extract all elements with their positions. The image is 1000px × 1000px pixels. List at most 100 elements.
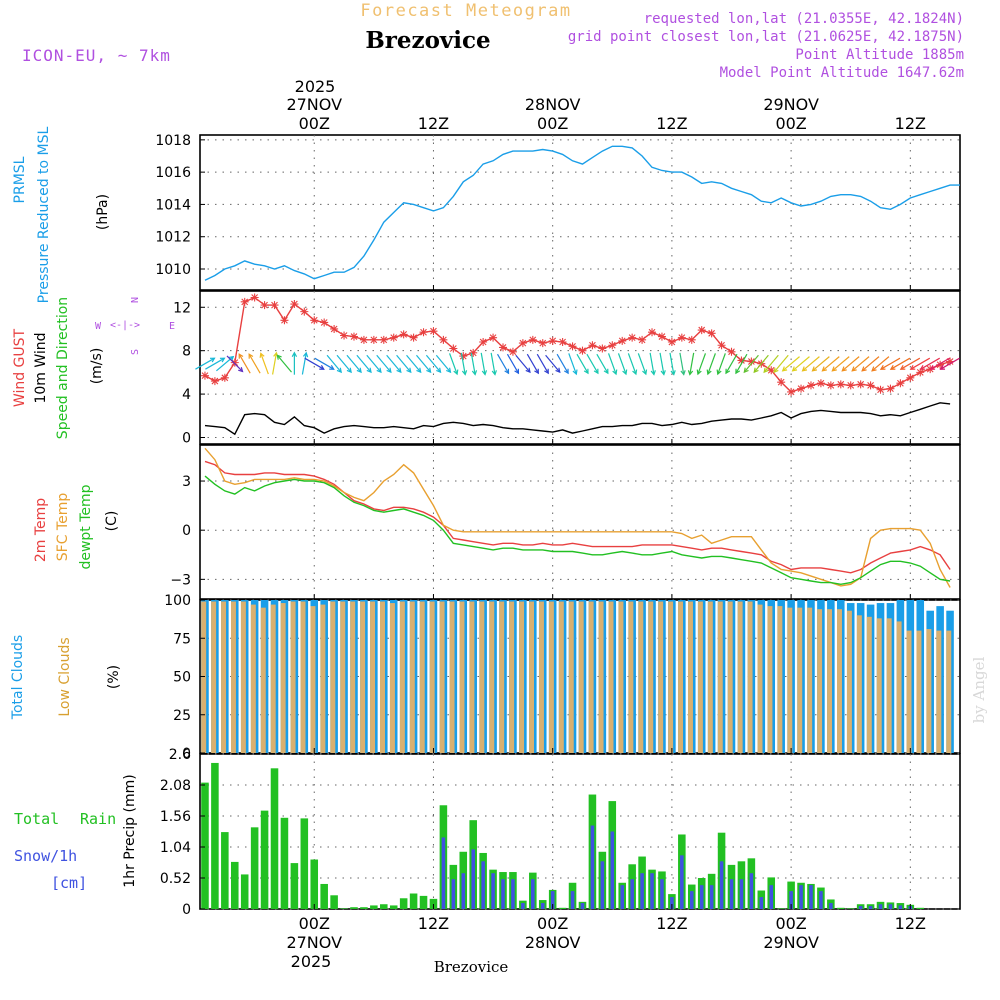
wind-arrow-shaft <box>735 353 748 374</box>
snow-bar <box>759 897 764 909</box>
rain-bar <box>260 810 269 909</box>
wind-arrow-head <box>446 367 452 374</box>
low-cloud-bar <box>807 607 813 753</box>
wind-arrow <box>743 354 759 374</box>
wind-arrow-head <box>706 369 712 376</box>
celsius-unit-label: (C) <box>104 511 120 532</box>
low-cloud-bar <box>548 601 554 753</box>
wind-arrow-shaft <box>841 356 860 372</box>
compass-arrows: <-|-> <box>110 320 140 331</box>
wind-arrow-head <box>763 367 769 374</box>
snow-bar <box>680 855 684 909</box>
bottom-day-label: 27NOV <box>286 933 342 952</box>
rain-bar <box>837 907 845 909</box>
low-cloud-bar <box>588 601 594 753</box>
low-cloud-bar <box>370 601 376 753</box>
low-cloud-bar <box>846 610 852 753</box>
compass-rose: <-|-> W E N S <box>95 297 175 355</box>
chart-marks <box>195 145 960 909</box>
y-tick-label: 0 <box>182 746 191 762</box>
wind-arrow-shaft <box>506 353 519 374</box>
low-cloud-bar <box>767 606 773 753</box>
wind-arrow-head <box>453 369 459 376</box>
rain-label: Rain <box>80 810 116 828</box>
low-cloud-bar <box>578 601 584 753</box>
compass-west: W <box>95 321 102 332</box>
snow-bar <box>531 879 535 909</box>
low-cloud-bar <box>697 601 703 753</box>
gust-marker <box>449 344 458 353</box>
wind-arrow-shaft <box>890 357 911 370</box>
gust-marker <box>439 335 448 344</box>
bottom-hour-label: 00Z <box>775 914 806 933</box>
precip-unit-label: 1hr Precip (mm) <box>122 774 138 887</box>
low-cloud-bar <box>707 601 713 753</box>
low-cloud-bar <box>797 607 803 753</box>
wind-arrow-head <box>687 370 694 376</box>
snow-bar <box>451 879 456 909</box>
wind-arrow-head <box>563 368 569 375</box>
snow-bar <box>819 891 823 909</box>
wind-arrow <box>889 357 911 370</box>
snow-bar <box>610 831 615 909</box>
wind-arrow-shaft <box>568 353 577 375</box>
wind-arrow-shaft <box>586 353 599 374</box>
gust-marker <box>568 342 577 351</box>
low-cloud-bar <box>449 601 455 753</box>
wind-arrow-head <box>481 370 488 376</box>
snow-bar <box>640 873 644 909</box>
wind-arrow-head <box>504 368 510 375</box>
gust-marker <box>260 301 269 310</box>
gust-marker <box>469 348 478 357</box>
wind-arrow-shaft <box>366 354 382 373</box>
gust-marker <box>429 327 438 336</box>
wind-arrow <box>326 354 342 374</box>
gust-marker <box>489 333 498 342</box>
gust-marker <box>906 373 915 382</box>
low-cloud-bar <box>380 601 385 753</box>
rain-bar <box>846 908 855 909</box>
wind-arrow-shaft <box>659 352 665 375</box>
hpa-unit-label: (hPa) <box>95 194 111 230</box>
wind-arrow-shaft <box>406 354 422 373</box>
snow-bar <box>670 897 674 909</box>
wind-arrow-head <box>632 369 638 376</box>
snow-bar <box>888 904 893 909</box>
axis-ticks: 1010 1012 1014 1016 1018 0 4 8 12 −3 0 3 0 25 50 75 100 0… <box>155 133 911 918</box>
wind-arrow-shaft <box>812 356 830 372</box>
wind-arrow <box>346 354 362 374</box>
wind-arrow-head <box>329 365 335 370</box>
gust-marker <box>697 326 706 335</box>
y-tick-label: 1012 <box>155 230 191 246</box>
wind-arrow <box>753 354 769 374</box>
snow-bar <box>739 879 744 909</box>
bottom-hour-label: 00Z <box>299 914 330 933</box>
low-cloud-bar <box>628 601 634 753</box>
wind-arrow-head <box>753 367 759 374</box>
wind-arrow <box>366 354 382 374</box>
wind-arrow <box>763 354 779 374</box>
wind-arrow-head <box>909 365 916 370</box>
snow-bar <box>809 885 813 909</box>
wind-arrow-shaft <box>607 353 617 375</box>
wind-arrow <box>314 357 335 370</box>
wind-arrow-shaft <box>304 357 325 370</box>
wind-arrow-head <box>406 367 412 374</box>
low-cloud-bar <box>827 609 833 753</box>
wind-arrow-shaft <box>773 354 789 373</box>
wind-arrow <box>627 353 638 376</box>
sfc-temp-label: SFC Temp <box>55 493 71 562</box>
y-tick-label: 50 <box>173 670 191 686</box>
requested-coords: requested lon,lat (21.0355E, 42.1824N) <box>644 11 964 27</box>
gust-marker <box>747 357 756 366</box>
wind-arrow-shaft <box>415 354 432 373</box>
wind-arrow-shaft <box>205 357 225 370</box>
snow-bar <box>471 849 475 909</box>
low-cloud-bar <box>340 601 346 753</box>
gust-marker <box>628 333 637 342</box>
wind-arrow <box>929 357 950 370</box>
low-cloud-bar <box>300 601 306 753</box>
y-tick-label: 1018 <box>155 133 191 149</box>
wind-arrow-head <box>861 366 867 372</box>
gust-marker <box>618 336 627 345</box>
